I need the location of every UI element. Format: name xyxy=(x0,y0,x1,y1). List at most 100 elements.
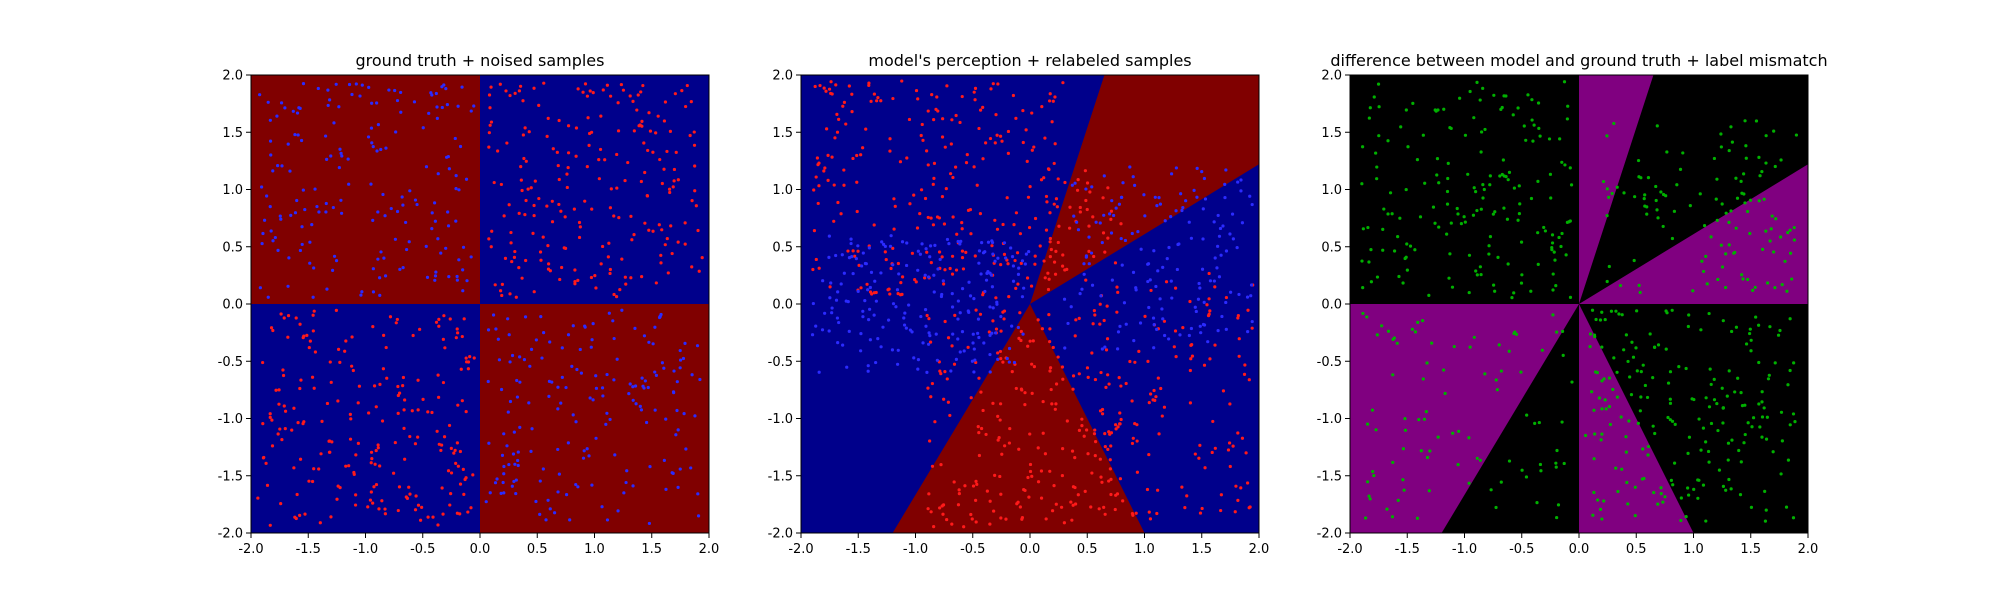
scatter-point xyxy=(855,180,859,184)
scatter-point xyxy=(1229,290,1233,294)
scatter-point xyxy=(1614,466,1618,470)
scatter-point xyxy=(925,313,929,318)
scatter-point xyxy=(581,456,586,460)
scatter-point xyxy=(1760,390,1764,394)
scatter-point xyxy=(1007,441,1012,445)
scatter-point xyxy=(1090,283,1095,287)
scatter-point xyxy=(1633,485,1637,489)
scatter-point xyxy=(502,472,506,476)
scatter-point xyxy=(512,479,516,484)
scatter-point xyxy=(1554,284,1558,288)
scatter-point xyxy=(1071,374,1076,378)
scatter-point xyxy=(487,145,491,149)
scatter-point xyxy=(1052,202,1056,206)
scatter-point xyxy=(1736,376,1740,380)
scatter-point xyxy=(1626,359,1630,364)
scatter-point xyxy=(597,177,601,181)
scatter-point xyxy=(1084,187,1088,191)
scatter-point xyxy=(1237,354,1241,358)
scatter-point xyxy=(618,288,622,292)
scatter-point xyxy=(1600,432,1604,436)
scatter-point xyxy=(407,240,411,244)
scatter-point xyxy=(1727,148,1731,153)
scatter-point xyxy=(839,212,843,216)
scatter-point xyxy=(638,404,642,408)
scatter-point xyxy=(318,521,322,525)
scatter-point xyxy=(1083,169,1087,173)
scatter-point xyxy=(472,104,476,108)
scatter-point xyxy=(1090,351,1094,355)
scatter-point xyxy=(1636,421,1640,425)
scatter-point xyxy=(1000,452,1004,456)
scatter-point xyxy=(524,159,528,163)
scatter-point xyxy=(1112,213,1116,218)
scatter-point xyxy=(1786,231,1790,235)
scatter-point xyxy=(1709,235,1713,239)
scatter-point xyxy=(1735,196,1740,200)
scatter-point xyxy=(876,337,880,341)
scatter-point xyxy=(842,100,847,104)
scatter-point xyxy=(1556,503,1561,507)
scatter-point xyxy=(1727,220,1731,224)
scatter-point xyxy=(926,386,930,390)
scatter-point xyxy=(690,198,694,203)
scatter-point xyxy=(339,151,343,155)
scatter-point xyxy=(1748,231,1752,236)
scatter-point xyxy=(1022,286,1026,290)
scatter-point xyxy=(1597,396,1601,400)
scatter-point xyxy=(465,360,469,364)
scatter-point xyxy=(1133,360,1137,364)
scatter-point xyxy=(1061,447,1065,451)
scatter-point xyxy=(1026,195,1031,199)
scatter-point xyxy=(1027,249,1031,254)
scatter-point xyxy=(1364,516,1368,520)
scatter-point xyxy=(1020,259,1025,263)
scatter-point xyxy=(854,257,858,261)
scatter-point xyxy=(1155,327,1159,331)
panel-title: model's perception + relabeled samples xyxy=(868,51,1191,70)
scatter-point xyxy=(829,80,833,84)
scatter-point xyxy=(454,187,458,191)
scatter-point xyxy=(850,110,854,114)
scatter-point xyxy=(354,493,358,497)
scatter-point xyxy=(1620,313,1624,317)
scatter-point xyxy=(1139,247,1143,251)
scatter-point xyxy=(271,169,275,173)
scatter-point xyxy=(1091,322,1095,326)
scatter-point xyxy=(1098,302,1102,306)
scatter-point xyxy=(993,473,997,477)
scatter-point xyxy=(1372,473,1376,478)
scatter-point xyxy=(659,261,663,265)
scatter-point xyxy=(1794,133,1799,137)
scatter-point xyxy=(1424,410,1428,414)
scatter-point xyxy=(950,272,955,276)
x-tick-label: -0.5 xyxy=(960,542,985,557)
scatter-point xyxy=(298,322,302,326)
scatter-point xyxy=(261,360,265,365)
scatter-point xyxy=(656,114,660,118)
scatter-point xyxy=(1655,124,1659,128)
scatter-point xyxy=(1026,344,1030,348)
scatter-point xyxy=(1030,474,1034,478)
scatter-point xyxy=(856,244,860,248)
scatter-point xyxy=(1369,280,1373,284)
scatter-point xyxy=(334,259,339,263)
scatter-point xyxy=(642,386,646,390)
scatter-point xyxy=(1030,362,1034,366)
scatter-point xyxy=(588,89,592,93)
scatter-point xyxy=(988,333,992,337)
scatter-point xyxy=(1375,275,1380,279)
scatter-point xyxy=(1119,236,1123,241)
scatter-point xyxy=(682,412,686,416)
scatter-point xyxy=(830,155,834,159)
scatter-point xyxy=(298,513,302,517)
scatter-point xyxy=(593,274,597,278)
scatter-point xyxy=(839,282,843,286)
scatter-point xyxy=(1237,292,1241,297)
scatter-point xyxy=(350,92,354,97)
scatter-point xyxy=(1539,469,1543,473)
scatter-point xyxy=(269,153,273,157)
scatter-point xyxy=(958,311,962,315)
scatter-point xyxy=(1533,421,1537,425)
scatter-point xyxy=(1730,329,1734,334)
